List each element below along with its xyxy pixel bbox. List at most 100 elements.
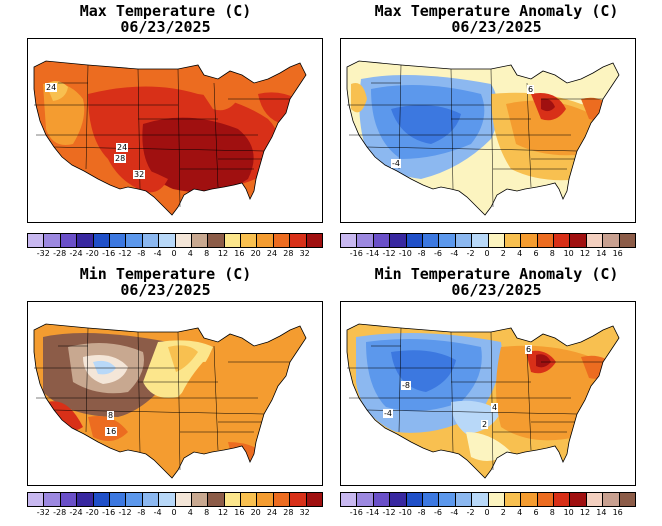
scale-tick-label: -24	[69, 249, 83, 258]
color-swatch	[241, 493, 258, 506]
state-boundary	[177, 68, 181, 208]
state-boundary	[366, 146, 578, 152]
color-swatch	[373, 493, 391, 506]
color-swatch	[586, 493, 604, 506]
scale-tick-label: -16	[349, 508, 363, 517]
scale-tick-label: 16	[234, 249, 245, 258]
color-swatch	[109, 234, 127, 247]
panel-min-temperature-anomaly: Min Temperature Anomaly (C) 06/23/2025 -…	[331, 263, 662, 526]
color-swatch	[208, 234, 225, 247]
color-swatch	[28, 493, 45, 506]
color-swatch	[93, 493, 110, 506]
scale-tick-label: -8	[137, 249, 146, 258]
scale-tick-label: -12	[382, 249, 396, 258]
scale-tick-label: 8	[204, 508, 210, 517]
state-boundary	[53, 409, 265, 415]
color-swatch	[273, 234, 291, 247]
color-scale-ticks: -16 -14 -12 -10 -8 -6 -4 -2 0 2 4 6 8 10 12 14 16	[340, 249, 634, 259]
color-swatch	[290, 234, 307, 247]
color-swatch	[175, 234, 192, 247]
map-label: 24	[116, 143, 129, 152]
map-label: 8	[107, 411, 115, 420]
state-boundary	[366, 409, 578, 415]
panel-max-temperature-anomaly: Max Temperature Anomaly (C) 06/23/2025 -…	[331, 0, 662, 263]
scale-tick-label: 2	[500, 249, 506, 258]
map-max-temperature-anomaly: -4 6	[340, 38, 636, 223]
scale-tick-label: 12	[217, 508, 229, 517]
scale-tick-label: -4	[450, 249, 459, 258]
color-swatch	[175, 493, 192, 506]
color-swatch	[109, 493, 127, 506]
color-swatch	[406, 234, 423, 247]
panel-title: Max Temperature (C)	[79, 2, 252, 20]
color-swatch	[77, 493, 94, 506]
color-scale-bar	[27, 492, 323, 507]
scale-tick-label: 32	[299, 508, 310, 517]
map-label: 2	[481, 420, 489, 429]
scale-tick-label: -32	[36, 249, 50, 258]
state-boundary	[450, 68, 454, 190]
map-label: 28	[114, 154, 127, 163]
scale-tick-label: -14	[366, 249, 380, 258]
color-swatch	[406, 493, 423, 506]
scale-tick-label: 32	[299, 249, 310, 258]
scale-tick-label: 28	[283, 249, 294, 258]
color-swatch	[44, 493, 61, 506]
color-swatch	[455, 234, 473, 247]
scale-tick-label: -8	[417, 508, 426, 517]
scale-tick-label: 12	[579, 508, 591, 517]
scale-tick-label: -4	[153, 249, 162, 258]
scale-tick-label: -14	[366, 508, 380, 517]
scale-tick-label: -2	[466, 508, 475, 517]
color-swatch	[504, 234, 522, 247]
scale-tick-label: 4	[187, 249, 193, 258]
color-scale-ticks: -32 -28 -24 -20 -16 -12 -8 -4 0 4 8 12 16 20 24 28 32	[27, 249, 321, 259]
color-swatch	[159, 234, 176, 247]
color-swatch	[472, 493, 489, 506]
color-swatch	[521, 234, 538, 247]
map-min-temperature: 8 16	[27, 301, 323, 486]
scale-tick-label: -28	[53, 249, 67, 258]
scale-tick-label: -10	[398, 249, 412, 258]
scale-tick-label: 20	[250, 508, 261, 517]
color-swatch	[472, 234, 489, 247]
state-boundary	[398, 64, 402, 170]
color-swatch	[619, 234, 636, 247]
scale-tick-label: -6	[434, 249, 442, 258]
panel-title: Min Temperature Anomaly (C)	[374, 265, 619, 283]
scale-tick-label: 12	[217, 249, 229, 258]
color-swatch	[357, 493, 374, 506]
scale-tick-label: -4	[450, 508, 459, 517]
color-swatch	[455, 493, 473, 506]
scale-tick-label: 4	[517, 508, 523, 517]
scale-tick-label: -24	[69, 508, 83, 517]
state-boundary	[137, 68, 141, 190]
scale-tick-label: 20	[250, 249, 261, 258]
map-graphic	[346, 60, 620, 216]
color-swatch	[554, 493, 571, 506]
color-swatch	[390, 234, 407, 247]
color-swatch	[341, 493, 358, 506]
color-swatch	[488, 493, 505, 506]
scale-tick-label: 14	[596, 508, 607, 517]
scale-tick-label: 0	[171, 249, 177, 258]
state-boundary	[85, 327, 89, 433]
map-label: -4	[391, 159, 401, 168]
color-scale-ticks: -16 -14 -12 -10 -8 -6 -4 -2 0 2 4 6 8 10 12 14 16	[340, 508, 634, 518]
color-swatch	[77, 234, 94, 247]
color-scale-bar	[27, 233, 323, 248]
scale-tick-label: 2	[500, 508, 506, 517]
color-scale-bar	[340, 233, 636, 248]
map-label: 6	[527, 85, 535, 94]
color-swatch	[521, 493, 538, 506]
color-swatch	[191, 234, 209, 247]
panel-min-temperature: Min Temperature (C) 06/23/2025 8 16 -32-…	[0, 263, 331, 526]
panel-date: 06/23/2025	[451, 281, 542, 299]
scale-tick-label: 16	[612, 249, 623, 258]
color-swatch	[603, 493, 620, 506]
scale-tick-label: -2	[466, 249, 475, 258]
scale-tick-label: -20	[85, 249, 99, 258]
scale-tick-label: 12	[579, 249, 591, 258]
map-graphic	[33, 323, 307, 479]
color-scale-ticks: -32 -28 -24 -20 -16 -12 -8 -4 0 4 8 12 16 20 24 28 32	[27, 508, 321, 518]
